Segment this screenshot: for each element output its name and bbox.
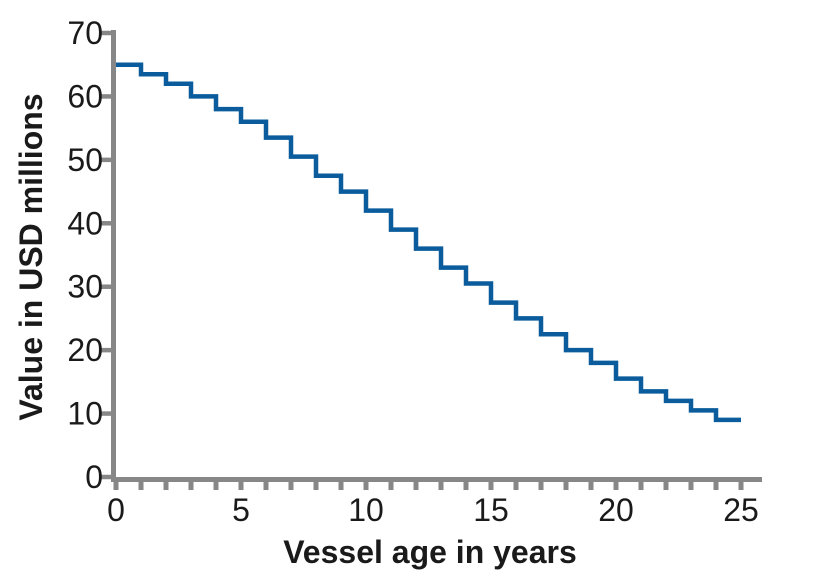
y-tick	[101, 157, 111, 163]
y-tick	[101, 411, 111, 416]
x-tick	[738, 482, 744, 490]
step-line-series	[116, 62, 741, 423]
axis-ticks	[101, 30, 744, 490]
x-tick	[638, 482, 644, 490]
x-tick-label: 25	[723, 492, 759, 528]
x-tick	[663, 482, 669, 490]
x-tick	[488, 482, 494, 490]
x-tick	[688, 482, 694, 490]
x-tick	[563, 482, 569, 490]
x-tick	[413, 482, 419, 490]
x-tick-label: 0	[107, 492, 125, 528]
x-tick	[113, 482, 119, 490]
y-tick	[101, 284, 111, 289]
y-tick-label: 10	[67, 396, 103, 432]
x-tick	[613, 482, 619, 490]
x-tick	[138, 482, 144, 490]
x-tick	[338, 482, 344, 490]
y-axis-line	[111, 30, 116, 482]
y-tick-label: 20	[67, 332, 103, 368]
x-tick	[163, 482, 169, 490]
y-tick-label: 70	[67, 15, 103, 51]
y-tick-label: 60	[67, 78, 103, 114]
x-tick	[313, 482, 319, 490]
x-tick	[363, 482, 369, 490]
axis-tick-labels: 0 10 20 30 40 50 60 70 0 5 10 15 20 25	[67, 15, 758, 528]
y-tick-label: 0	[85, 459, 103, 495]
y-tick-label: 50	[67, 142, 103, 178]
x-tick	[238, 482, 244, 490]
y-tick	[101, 347, 111, 353]
x-tick	[463, 482, 469, 490]
x-tick	[188, 482, 194, 490]
x-tick	[288, 482, 294, 490]
x-axis-line	[111, 477, 762, 482]
x-tick	[388, 482, 394, 490]
x-tick	[513, 482, 519, 490]
x-tick	[263, 482, 269, 490]
y-tick-label: 30	[67, 269, 103, 305]
x-tick	[713, 482, 719, 490]
y-tick	[101, 94, 111, 99]
y-tick	[101, 474, 111, 480]
x-tick-label: 10	[348, 492, 384, 528]
x-tick-label: 20	[598, 492, 634, 528]
x-axis-title: Vessel age in years	[283, 534, 577, 570]
x-tick	[438, 482, 444, 490]
y-tick	[101, 221, 111, 226]
y-tick	[101, 30, 111, 36]
y-axis-title: Value in USD millions	[13, 93, 49, 420]
y-tick-label: 40	[67, 205, 103, 241]
x-tick-label: 5	[232, 492, 250, 528]
x-tick	[213, 482, 219, 490]
x-tick-label: 15	[473, 492, 509, 528]
x-tick	[588, 482, 594, 490]
axes	[111, 30, 762, 482]
x-tick	[538, 482, 544, 490]
